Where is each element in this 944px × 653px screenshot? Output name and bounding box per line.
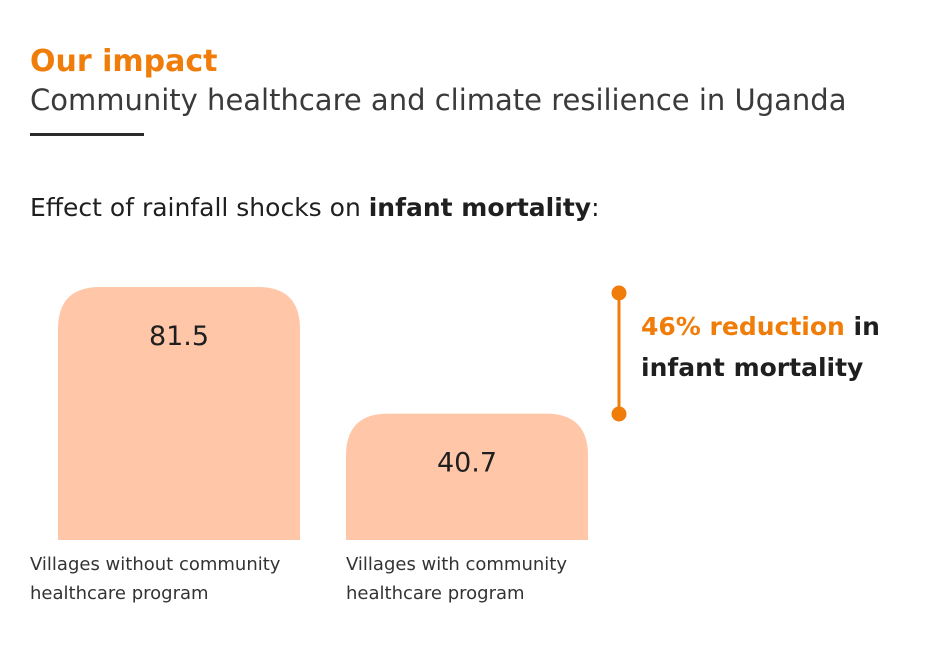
category-label-line: healthcare program <box>346 583 525 604</box>
eyebrow-label: Our impact <box>30 42 218 82</box>
eyebrow-text: Our impact <box>30 44 218 79</box>
category-label-1: Villages without community healthcare pro… <box>30 550 320 608</box>
callout-rest-line2: infant mortality <box>641 353 864 382</box>
callout-rest-line1: in <box>844 312 880 341</box>
bar-2 <box>346 413 588 540</box>
reduction-marker <box>611 285 627 422</box>
subtitle-suffix: : <box>591 193 600 222</box>
page-title-text: Community healthcare and climate resilie… <box>30 83 847 117</box>
bar-group: 81.5 40.7 <box>58 287 588 540</box>
title-divider <box>30 133 144 136</box>
category-label-line: Villages without community <box>30 554 281 575</box>
subtitle-emphasis: infant mortality <box>368 193 592 222</box>
category-label-2: Villages with community healthcare progra… <box>346 550 636 608</box>
chart-subtitle: Effect of rainfall shocks on infant mort… <box>30 190 600 226</box>
bar-value-label-1: 81.5 <box>149 321 209 352</box>
reduction-marker-top-dot <box>611 285 627 301</box>
reduction-marker-bottom-dot <box>611 406 627 422</box>
callout-highlight: 46% reduction <box>641 312 845 341</box>
reduction-callout: 46% reduction in infant mortality <box>641 306 931 388</box>
subtitle-prefix: Effect of rainfall shocks on <box>30 193 369 222</box>
bar-1 <box>58 287 300 540</box>
page-title: Community healthcare and climate resilie… <box>30 80 846 120</box>
bar-value-label-2: 40.7 <box>437 448 497 479</box>
category-label-line: Villages with community <box>346 554 567 575</box>
category-label-line: healthcare program <box>30 583 209 604</box>
